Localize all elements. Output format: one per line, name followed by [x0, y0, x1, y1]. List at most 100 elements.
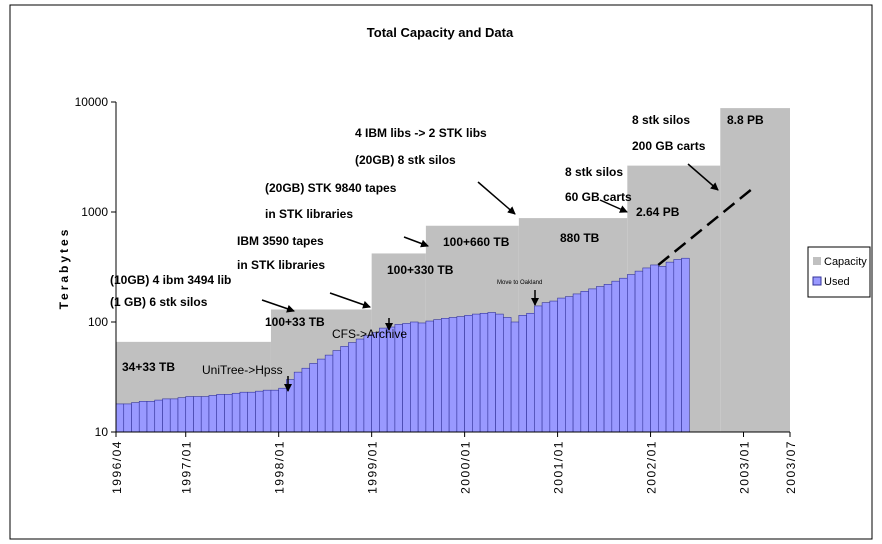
overlay	[261, 163, 719, 392]
used-bar	[425, 320, 434, 433]
used-bar	[146, 401, 156, 433]
used-bar	[355, 338, 365, 433]
plot-area	[115, 102, 790, 433]
x-tick-label: 1998/01	[273, 440, 287, 494]
annotation: (1 GB) 6 stk silos	[110, 295, 208, 309]
used-bar	[293, 371, 303, 433]
used-bar	[596, 286, 605, 433]
arrow	[477, 181, 516, 215]
annotation: 8 stk silos	[632, 113, 690, 127]
annotation: (10GB) 4 ibm 3494 lib	[110, 273, 231, 287]
used-bar	[340, 346, 349, 433]
used-bar	[518, 315, 527, 433]
used-bar	[642, 267, 651, 433]
x-tick-label: 1996/04	[110, 440, 124, 494]
annotation: (20GB) 8 stk silos	[355, 153, 456, 167]
annotation: 8.8 PB	[727, 113, 764, 127]
used-bar	[534, 305, 543, 433]
used-bar	[588, 288, 597, 433]
arrow	[261, 299, 295, 313]
used-bar	[200, 396, 210, 433]
annotation: (20GB) STK 9840 tapes	[265, 181, 397, 195]
annotation: 4 IBM libs -> 2 STK libs	[355, 126, 487, 140]
used-bar	[572, 293, 582, 433]
annotation: in STK libraries	[265, 207, 353, 221]
used-bar	[324, 354, 334, 433]
arrow	[329, 292, 371, 309]
y-tick-label: 10	[95, 425, 109, 439]
used-bar	[665, 261, 675, 433]
used-bar	[247, 391, 256, 433]
x-tick-label: 2003/07	[784, 440, 798, 494]
used-bar	[363, 335, 372, 433]
used-bar	[348, 342, 357, 433]
used-bar	[627, 274, 636, 433]
y-tick-label: 1000	[81, 205, 108, 219]
legend-label: Used	[824, 276, 850, 288]
annotation: IBM 3590 tapes	[237, 234, 324, 248]
chart-title: Total Capacity and Data	[367, 25, 514, 40]
used-bar	[650, 264, 659, 433]
used-bar	[479, 312, 489, 433]
used-bar	[123, 403, 132, 433]
used-bar	[472, 313, 481, 433]
used-bar	[541, 302, 551, 433]
arrow	[687, 163, 719, 191]
legend-box	[807, 246, 871, 298]
annotation: 60 GB carts	[565, 190, 632, 204]
used-bar	[549, 300, 558, 433]
x-tick-label: 2001/01	[552, 440, 566, 494]
used-bar	[503, 317, 512, 433]
used-bar	[162, 398, 171, 433]
used-bar	[138, 401, 148, 433]
capacity-step	[720, 108, 790, 432]
y-tick-label: 10000	[75, 95, 109, 109]
used-bar	[231, 392, 241, 433]
annotation: 880 TB	[560, 231, 600, 245]
used-bar	[309, 363, 318, 433]
x-tick-label: 2003/01	[738, 440, 752, 494]
annotation: 200 GB carts	[632, 139, 706, 153]
y-tick-label: 100	[88, 315, 108, 329]
x-tick-label: 1997/01	[180, 440, 194, 494]
used-bar	[673, 259, 682, 433]
used-bar	[301, 367, 310, 433]
used-bar	[580, 291, 589, 433]
arrow	[599, 199, 628, 213]
used-bar	[379, 327, 388, 433]
used-bar	[154, 399, 163, 433]
used-bar	[177, 397, 187, 433]
used-bar	[131, 402, 140, 433]
used-bar	[433, 319, 442, 433]
used-bar	[332, 350, 341, 433]
x-tick-label: 2000/01	[459, 440, 473, 494]
used-bar	[487, 312, 496, 433]
used-bar	[464, 315, 473, 433]
annotation: 2.64 PB	[636, 205, 680, 219]
x-tick-label: 1999/01	[366, 440, 380, 494]
used-bar	[262, 389, 272, 433]
used-bar	[255, 390, 264, 433]
annotation: 100+660 TB	[443, 235, 510, 249]
used-bar	[417, 322, 427, 433]
used-bar	[526, 312, 535, 433]
used-bar	[634, 270, 644, 433]
used-bar	[115, 403, 125, 433]
legend-swatch	[813, 257, 821, 265]
used-bar	[224, 394, 233, 433]
used-bar	[603, 284, 613, 433]
used-bar	[441, 318, 450, 433]
used-bar	[565, 296, 574, 433]
used-bar	[386, 326, 396, 433]
used-bar	[371, 332, 380, 433]
annotation: 8 stk silos	[565, 165, 623, 179]
annotation: in STK libraries	[237, 258, 325, 272]
used-bar	[193, 396, 202, 433]
annotation: 100+33 TB	[265, 315, 325, 329]
used-bar	[410, 321, 419, 433]
legend-label: Capacity	[824, 256, 867, 268]
used-bar	[510, 321, 520, 433]
used-bar	[611, 280, 620, 433]
used-bar	[216, 394, 225, 433]
